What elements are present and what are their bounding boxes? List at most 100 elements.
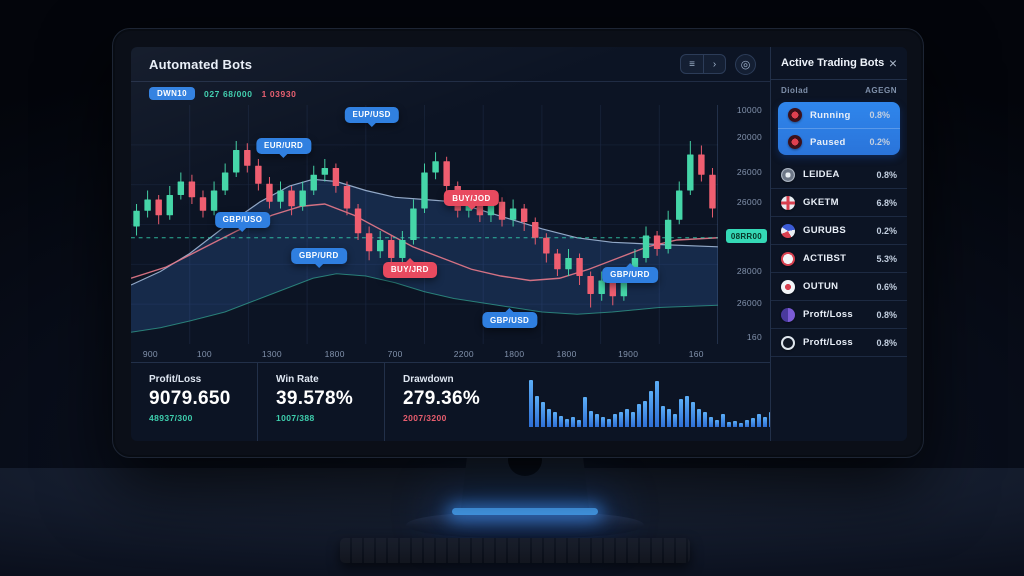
bot-name: GKETM — [803, 197, 839, 208]
volume-bar — [679, 399, 683, 427]
volume-bar — [535, 396, 539, 427]
chevron-right-icon: › — [712, 58, 717, 70]
volume-bar — [721, 414, 725, 427]
bot-value: 0.6% — [876, 281, 897, 292]
screen: Automated Bots ≡ › ◎ — [131, 47, 907, 441]
volume-bar — [601, 417, 605, 427]
x-axis-tick: 700 — [387, 349, 403, 359]
volume-bar — [745, 420, 749, 427]
volume-bar — [715, 419, 719, 427]
x-axis-tick: 1800 — [504, 349, 525, 359]
bot-row[interactable]: Proft/Loss 0.8% — [771, 329, 907, 357]
pair-label-badge[interactable]: EUR/URD — [255, 137, 312, 158]
sidebar-header: Active Trading Bots × — [771, 47, 907, 80]
volume-bar — [631, 412, 635, 427]
volume-bar — [703, 412, 707, 427]
stat-win-rate: Win Rate 39.578% 1007/388 — [257, 363, 384, 441]
x-axis-tick: 2200 — [453, 349, 474, 359]
volume-bar — [553, 412, 557, 427]
red-dot-flag-icon — [781, 279, 795, 294]
bot-row[interactable]: Proft/Loss 0.8% — [771, 301, 907, 329]
bot-row[interactable]: Running 0.8% — [778, 102, 900, 129]
bot-value: 6.8% — [876, 197, 897, 208]
stats-bar: Profit/Loss 9079.650 48937/300 Win Rate … — [131, 362, 857, 441]
volume-bar — [625, 409, 629, 427]
ticker-change: 1 03930 — [261, 88, 297, 99]
pair-label-badge[interactable]: BUY/JRD — [382, 257, 437, 278]
price-chart-region: EUP/USD EUR/URD GBP/USO GBP/URD BUY/JOD BUY/J… — [131, 105, 770, 344]
stat-sub-value: 48937/300 — [149, 413, 193, 423]
volume-bar — [733, 421, 737, 427]
volume-bar — [751, 418, 755, 427]
x-axis-tick: 100 — [196, 349, 212, 359]
ring-flag-icon — [781, 335, 795, 350]
pair-label-badge[interactable]: GBP/URD — [290, 247, 347, 268]
volume-bar — [727, 422, 731, 427]
close-icon[interactable]: × — [888, 55, 897, 71]
volume-bar — [763, 417, 767, 427]
monitor-stand-base — [406, 512, 644, 538]
volume-bar — [649, 391, 653, 427]
chart-plot: EUP/USD EUR/URD GBP/USO GBP/URD BUY/JOD BUY/J… — [131, 105, 718, 344]
purple-flag-icon — [781, 307, 795, 322]
expand-button[interactable]: › — [703, 55, 725, 73]
pair-label-badge[interactable]: EUP/USD — [344, 106, 399, 127]
volume-bar — [691, 402, 695, 427]
x-axis-tick: 1900 — [618, 349, 639, 359]
red-a-flag-icon — [781, 251, 795, 266]
bot-row[interactable]: ACTIBST 5.3% — [771, 245, 907, 273]
dot-red-flag-icon — [788, 108, 802, 122]
sidebar-title: Active Trading Bots — [781, 57, 885, 69]
y-axis-tick: 10000 — [736, 104, 762, 115]
candles — [133, 141, 716, 308]
x-axis-tick: 900 — [142, 349, 158, 359]
volume-bar — [619, 412, 623, 427]
y-axis-tick: 28000 — [736, 266, 762, 277]
bot-row[interactable]: Paused 0.2% — [778, 129, 900, 155]
volume-bar — [685, 396, 689, 427]
volume-bar — [739, 423, 743, 427]
volume-bar — [757, 414, 761, 427]
volume-bar — [643, 401, 647, 427]
bot-list: LEIDEA 0.8% GKETM 6.8% GURUBS 0.2% ACTIBST 5.3%… — [771, 161, 907, 357]
volume-bar — [577, 419, 581, 427]
sidebar-active-bots: Active Trading Bots × Diolad AGEGN Runni… — [770, 47, 907, 441]
pair-badge[interactable]: DWN10 — [149, 87, 196, 100]
x-axis-tick: 1300 — [261, 349, 282, 359]
x-axis-tick: 160 — [688, 349, 704, 359]
bot-value: 0.2% — [876, 225, 897, 236]
stat-label: Win Rate — [276, 374, 319, 385]
history-button[interactable]: ◎ — [735, 53, 756, 75]
stat-value: 39.578% — [276, 388, 354, 409]
pair-label-badge[interactable]: GBP/USD — [481, 308, 538, 329]
bot-row[interactable]: LEIDEA 0.8% — [771, 161, 907, 189]
bot-name: Proft/Loss — [803, 337, 853, 348]
column-header-right: AGEGN — [865, 85, 897, 95]
menu-button[interactable]: ≡ — [681, 55, 703, 73]
current-price-tag: 08RR00 — [725, 229, 767, 244]
toolbar-pill: ≡ › — [680, 54, 726, 74]
bot-name: LEIDEA — [803, 169, 840, 180]
volume-bar — [565, 419, 569, 427]
bot-value: 0.8% — [876, 337, 897, 348]
y-axis-tick: 160 — [746, 331, 762, 342]
volume-bar — [667, 409, 671, 427]
ticker-row: DWN10 027 68/000 1 03930 — [131, 82, 770, 105]
volume-bar — [595, 414, 599, 427]
stat-label: Profit/Loss — [149, 374, 202, 385]
volume-bar — [607, 419, 611, 427]
pair-label-badge[interactable]: BUY/JOD — [444, 190, 499, 211]
bot-row[interactable]: OUTUN 0.6% — [771, 273, 907, 301]
pair-label-badge[interactable]: GBP/USO — [214, 211, 271, 232]
chart-panel: Automated Bots ≡ › ◎ — [131, 47, 857, 441]
pair-label-badge[interactable]: GBP/URD — [602, 262, 658, 283]
bot-value: 0.8% — [876, 309, 897, 320]
bot-row[interactable]: GKETM 6.8% — [771, 189, 907, 217]
bot-value: 0.2% — [869, 137, 890, 147]
stat-sub-value: 2007/3200 — [403, 413, 447, 423]
clock-icon: ◎ — [740, 58, 751, 71]
chart-toolbar: ≡ › ◎ — [680, 53, 756, 75]
volume-bar — [529, 379, 533, 427]
bot-row[interactable]: GURUBS 0.2% — [771, 217, 907, 245]
